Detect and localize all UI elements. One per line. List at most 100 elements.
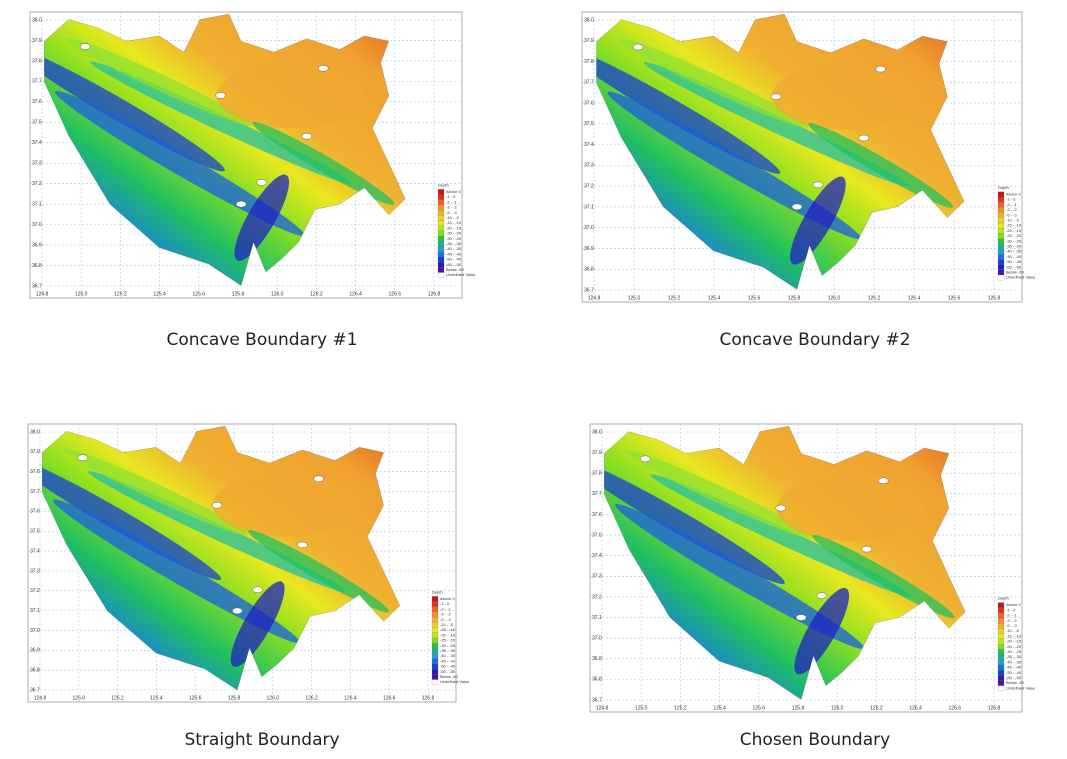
x-tick-label: 125.2 (111, 695, 124, 701)
y-tick-label: 38.0 (592, 429, 602, 435)
y-tick-label: 37.2 (30, 588, 40, 594)
y-tick-label: 37.5 (584, 121, 594, 127)
x-tick-label: 124.8 (36, 291, 49, 297)
y-tick-label: 37.1 (584, 204, 594, 210)
x-tick-label: 125.6 (753, 705, 766, 711)
legend-label: Undefined Value (440, 679, 470, 684)
legend-label: Undefined Value (446, 272, 476, 277)
legend-swatch (998, 223, 1004, 228)
legend-label: Undefined Value (1006, 275, 1036, 280)
x-tick-label: 125.8 (232, 291, 245, 297)
island (878, 478, 888, 484)
island (236, 201, 246, 207)
legend-swatch (438, 205, 444, 210)
legend-swatch (432, 622, 438, 627)
legend-swatch (438, 273, 444, 278)
x-tick-label: 126.6 (389, 291, 402, 297)
y-tick-label: 37.4 (30, 548, 40, 554)
x-tick-label: 125.2 (668, 295, 681, 301)
x-tick-label: 126.6 (949, 705, 962, 711)
legend-swatch (998, 239, 1004, 244)
legend-swatch (432, 674, 438, 679)
island (633, 44, 643, 50)
x-tick-label: 126.8 (422, 695, 435, 701)
x-tick-label: 126.8 (988, 295, 1001, 301)
depth-band (777, 475, 925, 541)
x-tick-label: 126.0 (828, 295, 841, 301)
y-tick-label: 37.0 (592, 635, 602, 641)
legend-swatch (438, 252, 444, 257)
y-tick-label: 37.6 (584, 100, 594, 106)
legend-swatch (998, 686, 1004, 691)
y-tick-label: 36.7 (32, 283, 42, 289)
y-tick-label: 37.0 (30, 628, 40, 634)
legend-title: Depth (998, 596, 1009, 601)
panel-caption: Straight Boundary (184, 730, 339, 750)
legend-swatch (998, 192, 1004, 197)
y-tick-label: 37.4 (32, 140, 42, 146)
y-tick-label: 37.3 (30, 568, 40, 574)
legend-swatch (432, 633, 438, 638)
depth-band (213, 474, 359, 537)
x-tick-label: 126.8 (988, 705, 1001, 711)
legend-swatch (432, 602, 438, 607)
legend-swatch (432, 617, 438, 622)
y-tick-label: 37.8 (584, 59, 594, 65)
island (817, 593, 827, 599)
page: {"panels": [ {"caption": "Concave Bounda… (0, 0, 1067, 759)
panel-caption: Concave Boundary #2 (719, 330, 910, 350)
legend-label: Undefined Value (1006, 685, 1036, 690)
legend-swatch (998, 675, 1004, 680)
y-tick-label: 37.7 (30, 489, 40, 495)
legend-swatch (998, 259, 1004, 264)
y-tick-label: 37.8 (30, 469, 40, 475)
y-tick-label: 36.9 (32, 242, 42, 248)
y-tick-label: 37.7 (32, 79, 42, 85)
x-tick-label: 126.4 (909, 705, 922, 711)
x-tick-label: 124.8 (596, 705, 609, 711)
island (78, 455, 88, 461)
y-tick-label: 37.6 (592, 512, 602, 518)
legend-swatch (432, 654, 438, 659)
island (318, 65, 328, 71)
x-tick-label: 126.4 (349, 291, 362, 297)
x-tick-label: 126.6 (948, 295, 961, 301)
legend-swatch (438, 257, 444, 262)
y-tick-label: 37.0 (584, 225, 594, 231)
legend-swatch (438, 226, 444, 231)
legend-swatch (998, 603, 1004, 608)
x-tick-label: 125.8 (228, 695, 241, 701)
legend-swatch (998, 244, 1004, 249)
legend-swatch (998, 270, 1004, 275)
island (796, 615, 806, 621)
legend-swatch (438, 262, 444, 267)
island (314, 476, 324, 482)
y-tick-label: 37.4 (584, 142, 594, 148)
y-tick-label: 37.2 (584, 183, 594, 189)
y-tick-label: 36.9 (584, 246, 594, 252)
legend-swatch (438, 241, 444, 246)
island (776, 505, 786, 511)
x-tick-label: 126.6 (383, 695, 396, 701)
legend-swatch (998, 649, 1004, 654)
legend-swatch (432, 643, 438, 648)
legend-swatch (998, 218, 1004, 223)
x-tick-label: 125.6 (193, 291, 206, 297)
y-tick-label: 36.9 (30, 648, 40, 654)
island (80, 44, 90, 50)
legend-swatch (998, 660, 1004, 665)
y-tick-label: 37.4 (592, 553, 602, 559)
island (232, 608, 242, 614)
legend-swatch (998, 207, 1004, 212)
x-tick-label: 125.4 (713, 705, 726, 711)
x-tick-label: 126.2 (310, 291, 323, 297)
legend-swatch (438, 236, 444, 241)
legend-swatch (432, 638, 438, 643)
legend-swatch (438, 215, 444, 220)
y-tick-label: 36.8 (592, 677, 602, 683)
y-tick-label: 37.9 (584, 38, 594, 44)
y-tick-label: 37.2 (32, 181, 42, 187)
legend-swatch (438, 195, 444, 200)
x-tick-label: 124.8 (34, 695, 47, 701)
